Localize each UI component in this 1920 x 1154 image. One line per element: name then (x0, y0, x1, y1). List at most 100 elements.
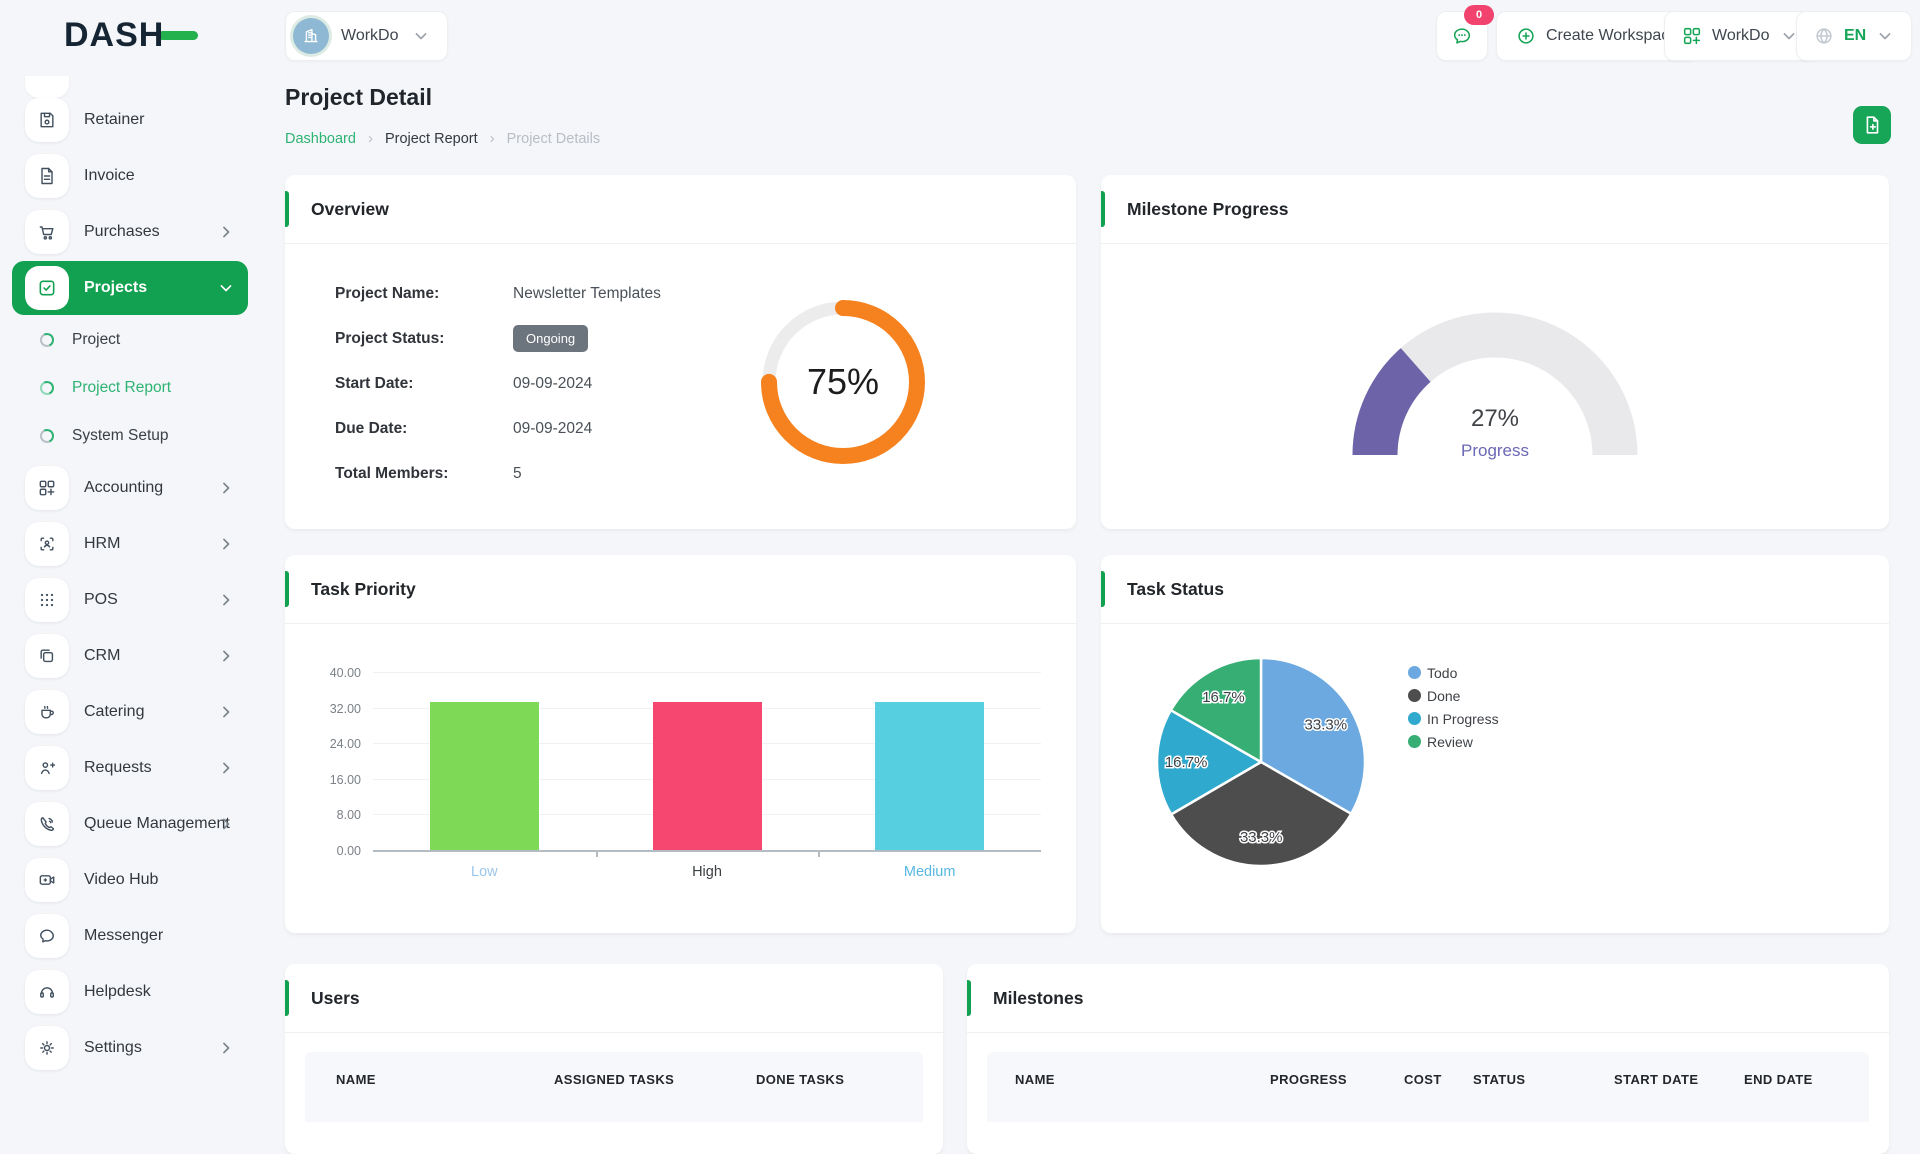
squares-icon (25, 634, 69, 678)
file-icon (25, 154, 69, 198)
legend-item-in-progress: In Progress (1408, 707, 1499, 730)
breadcrumb-separator: › (489, 130, 495, 147)
cart-icon (25, 210, 69, 254)
sidebar-item-system-setup[interactable]: System Setup (12, 412, 248, 460)
sidebar-item-project[interactable]: Project (12, 316, 248, 364)
sidebar-item-retainer[interactable]: Retainer (12, 92, 248, 148)
overview-field-project-name: Project Name: Newsletter Templates (335, 284, 661, 302)
sidebar-item-requests[interactable]: Requests (12, 740, 248, 796)
workspace-switcher[interactable]: WorkDo (285, 11, 448, 61)
bullet-icon (40, 381, 54, 395)
overview-field-project-status: Project Status: Ongoing (335, 316, 661, 361)
gauge-value-label: 27% (1470, 405, 1520, 432)
chevron-right-icon (216, 702, 236, 722)
sidebar-item-queue-management[interactable]: Queue Management (12, 796, 248, 852)
breadcrumb-dashboard[interactable]: Dashboard (285, 130, 356, 147)
sidebar-item-settings[interactable]: Settings (12, 1020, 248, 1076)
card-title: Overview (311, 198, 389, 219)
sidebar-item-video-hub[interactable]: Video Hub (12, 852, 248, 908)
pie-slice-label: 33.3% (1240, 829, 1283, 846)
chevron-down-icon (411, 26, 431, 46)
task-priority-bar-chart: Low High Medium (373, 672, 1041, 880)
y-tick-label: 40.00 (329, 666, 361, 680)
create-workspace-button[interactable]: Create Workspace (1496, 11, 1698, 61)
y-tick-label: 32.00 (329, 701, 361, 716)
legend-item-done: Done (1408, 684, 1499, 707)
y-tick-label: 8.00 (336, 808, 361, 823)
grid-plus-icon (1681, 25, 1703, 47)
chevron-right-icon (216, 590, 236, 610)
person-scan-icon (25, 522, 69, 566)
legend-dot (1408, 689, 1421, 702)
language-selector[interactable]: EN (1796, 11, 1913, 61)
pie-slice-review (1169, 656, 1263, 764)
pie-slice-label: 33.3% (1305, 716, 1348, 733)
milestones-table-header: NAME PROGRESS COST STATUS START DATE END… (987, 1052, 1869, 1122)
chat-icon (25, 914, 69, 958)
sidebar-item-projects[interactable]: Projects (12, 261, 248, 315)
gear-icon (25, 1026, 69, 1070)
legend-item-review: Review (1408, 730, 1499, 753)
globe-icon (1813, 25, 1835, 47)
sidebar-item-project-report[interactable]: Project Report (12, 364, 248, 412)
overview-field-due-date: Due Date: 09-09-2024 (335, 419, 593, 437)
legend-dot (1408, 712, 1421, 725)
y-tick-label: 16.00 (329, 772, 361, 787)
card-title: Milestones (993, 987, 1084, 1008)
phone-icon (25, 802, 69, 846)
bar-high (652, 701, 762, 850)
card-title: Users (311, 987, 360, 1008)
sidebar-item-pos[interactable]: POS (12, 572, 248, 628)
messages-button[interactable]: 0 (1436, 5, 1494, 61)
person-plus-icon (25, 746, 69, 790)
page-title: Project Detail (285, 84, 432, 110)
company-menu-button[interactable]: WorkDo (1664, 11, 1816, 61)
chevron-right-icon (216, 1038, 236, 1058)
grid-plus-icon (25, 466, 69, 510)
pie-slice-in-progress (1155, 708, 1263, 816)
sidebar-item-invoice[interactable]: Invoice (12, 148, 248, 204)
y-tick-label: 24.00 (329, 737, 361, 752)
app-logo[interactable]: DASH (64, 16, 199, 55)
pie-slice-label: 16.7% (1202, 689, 1245, 706)
card-title: Milestone Progress (1127, 198, 1289, 219)
sidebar-item-hrm[interactable]: HRM (12, 516, 248, 572)
gauge-sub-label: Progress (1460, 441, 1530, 460)
chevron-right-icon (216, 646, 236, 666)
bullet-icon (40, 429, 54, 443)
bar-low (429, 701, 539, 850)
chevron-right-icon (216, 534, 236, 554)
scrolled-item-fragment (25, 76, 69, 98)
chevron-down-icon (216, 278, 236, 298)
messages-count-badge: 0 (1464, 5, 1494, 25)
breadcrumb-project-report[interactable]: Project Report (384, 130, 478, 147)
sidebar-item-accounting[interactable]: Accounting (12, 460, 248, 516)
users-card: Users NAME ASSIGNED TASKS DONE TASKS (285, 964, 943, 1154)
legend-item-todo: Todo (1408, 661, 1499, 684)
x-tick-label: Medium (903, 864, 956, 880)
logo-dash-accent (158, 31, 199, 40)
export-report-button[interactable] (1853, 106, 1891, 144)
users-table-header: NAME ASSIGNED TASKS DONE TASKS (305, 1052, 923, 1122)
sidebar-item-crm[interactable]: CRM (12, 628, 248, 684)
overview-card: Overview Project Name: Newsletter Templa… (285, 175, 1076, 529)
breadcrumb: Dashboard › Project Report › Project Det… (285, 130, 600, 147)
sidebar-item-catering[interactable]: Catering (12, 684, 248, 740)
sidebar-item-messenger[interactable]: Messenger (12, 908, 248, 964)
sidebar-item-helpdesk[interactable]: Helpdesk (12, 964, 248, 1020)
card-title: Task Priority (311, 578, 416, 599)
card-title: Task Status (1127, 578, 1224, 599)
workspace-name: WorkDo (341, 27, 399, 44)
sidebar-item-purchases[interactable]: Purchases (12, 204, 248, 260)
chevron-right-icon (216, 758, 236, 778)
x-tick-label: High (692, 864, 722, 880)
y-tick-label: 0.00 (336, 844, 361, 858)
dots-grid-icon (25, 578, 69, 622)
chevron-right-icon (216, 222, 236, 242)
milestones-card: Milestones NAME PROGRESS COST STATUS STA… (967, 964, 1889, 1154)
breadcrumb-separator: › (367, 130, 373, 147)
legend-dot (1408, 735, 1421, 748)
bar-medium (875, 701, 985, 850)
overview-field-total-members: Total Members: 5 (335, 464, 522, 482)
status-badge: Ongoing (513, 325, 589, 352)
